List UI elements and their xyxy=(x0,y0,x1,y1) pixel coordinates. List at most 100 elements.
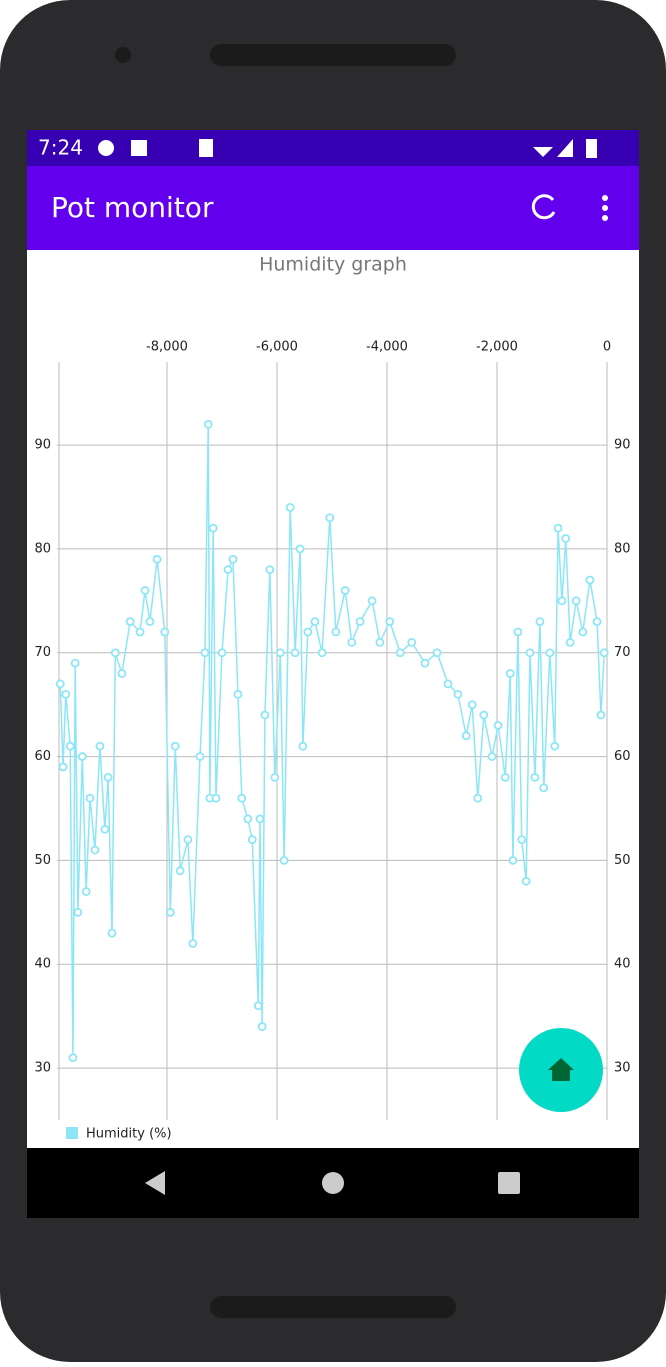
data-point xyxy=(55,679,65,689)
data-point xyxy=(65,741,75,751)
speaker xyxy=(210,1296,456,1318)
y2-tick-label: 80 xyxy=(614,541,631,556)
data-point xyxy=(290,648,300,658)
data-point xyxy=(125,617,135,626)
data-point xyxy=(170,741,180,751)
y2-tick-label: 90 xyxy=(614,438,631,453)
home-button[interactable] xyxy=(322,1172,344,1194)
data-point xyxy=(585,575,595,585)
camera xyxy=(115,47,131,63)
data-point xyxy=(443,679,453,689)
y-tick-label: 70 xyxy=(34,645,51,660)
data-point xyxy=(578,627,588,637)
data-point xyxy=(253,1001,263,1011)
data-point xyxy=(77,752,87,761)
data-point xyxy=(550,741,560,751)
data-point xyxy=(340,586,350,595)
data-point xyxy=(385,617,395,626)
refresh-button[interactable] xyxy=(531,194,556,220)
data-point xyxy=(407,637,417,647)
data-point xyxy=(521,876,531,886)
data-point xyxy=(513,627,523,637)
data-point xyxy=(325,513,335,523)
data-point xyxy=(553,523,563,533)
y2-tick-label: 30 xyxy=(614,1061,631,1076)
y2-tick-label: 40 xyxy=(614,957,631,972)
status-icon xyxy=(533,139,573,157)
data-point xyxy=(275,648,285,658)
data-point xyxy=(73,907,83,917)
data-point xyxy=(188,939,198,948)
data-point xyxy=(367,596,377,606)
data-point xyxy=(473,793,483,803)
data-point xyxy=(265,565,275,575)
x-tick-label: -6,000 xyxy=(256,340,298,355)
data-point xyxy=(145,617,155,626)
data-point xyxy=(375,637,385,647)
data-point xyxy=(565,637,575,647)
data-point xyxy=(81,887,91,896)
data-point xyxy=(395,648,405,658)
legend-swatch xyxy=(66,1127,78,1139)
data-point xyxy=(535,617,545,626)
menu-button[interactable] xyxy=(602,195,608,221)
data-point xyxy=(295,544,305,554)
back-button[interactable] xyxy=(145,1171,165,1195)
data-point xyxy=(95,741,105,751)
data-line xyxy=(59,424,605,1058)
data-point xyxy=(211,793,221,803)
data-point xyxy=(298,741,308,751)
y2-tick-label: 50 xyxy=(614,853,631,868)
status-icon xyxy=(199,139,213,157)
data-point xyxy=(285,502,295,512)
y-tick-label: 30 xyxy=(34,1061,51,1076)
data-point xyxy=(432,648,442,658)
chart-title: Humidity graph xyxy=(259,254,407,276)
x-tick-label: 0 xyxy=(603,340,611,355)
status-time: 7:24 xyxy=(38,136,83,160)
data-point xyxy=(270,772,280,782)
data-point xyxy=(195,752,205,761)
data-point xyxy=(592,617,602,626)
data-point xyxy=(237,793,247,803)
data-point xyxy=(243,814,253,824)
data-point xyxy=(228,554,238,564)
data-point xyxy=(110,648,120,658)
data-point xyxy=(61,689,71,699)
status-icon xyxy=(98,140,114,156)
data-point xyxy=(525,648,535,658)
data-point xyxy=(100,824,110,834)
data-point xyxy=(571,596,581,606)
data-point xyxy=(303,627,313,637)
data-point xyxy=(517,835,527,845)
data-point xyxy=(461,731,471,741)
data-point xyxy=(58,762,68,772)
data-point xyxy=(208,523,218,533)
data-point xyxy=(317,648,327,658)
recents-button[interactable] xyxy=(498,1172,520,1194)
data-point xyxy=(200,648,210,658)
data-point xyxy=(467,700,477,710)
data-point xyxy=(279,856,289,865)
x-tick-label: -2,000 xyxy=(476,340,518,355)
fab-icon xyxy=(548,1058,574,1081)
data-point xyxy=(453,689,463,699)
data-point xyxy=(107,928,117,938)
x-tick-label: -4,000 xyxy=(366,340,408,355)
data-point xyxy=(135,627,145,637)
data-point xyxy=(599,648,609,658)
data-point xyxy=(500,772,510,782)
data-point xyxy=(257,1022,267,1031)
data-point xyxy=(493,721,503,730)
data-point xyxy=(183,835,193,845)
y-tick-label: 80 xyxy=(34,541,51,556)
data-point xyxy=(217,648,227,658)
y2-tick-label: 60 xyxy=(614,749,631,764)
battery xyxy=(586,139,597,158)
speaker xyxy=(210,44,456,66)
legend-label: Humidity (%) xyxy=(86,1127,172,1142)
data-point xyxy=(175,866,185,876)
data-point xyxy=(561,534,571,543)
